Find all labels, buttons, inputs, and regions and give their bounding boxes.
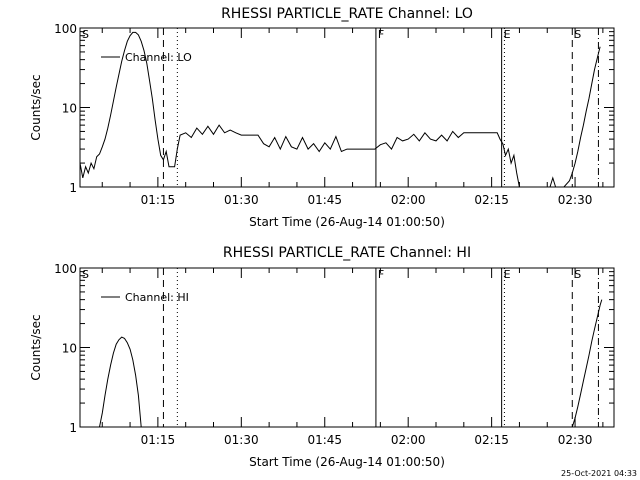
y-axis-label: Counts/sec xyxy=(29,74,43,140)
event-marker-label: S xyxy=(82,28,89,41)
event-marker-label: E xyxy=(504,28,511,41)
event-marker-label: F xyxy=(378,268,384,281)
x-tick-label: 01:30 xyxy=(224,193,259,207)
legend-label: Channel: HI xyxy=(125,291,189,304)
x-tick-label: 01:15 xyxy=(141,193,176,207)
event-marker-label: S xyxy=(574,28,581,41)
chart-title: RHESSI PARTICLE_RATE Channel: LO xyxy=(221,6,473,22)
x-tick-label: 02:15 xyxy=(474,193,509,207)
x-tick-label: 01:15 xyxy=(141,433,176,447)
chart-title: RHESSI PARTICLE_RATE Channel: HI xyxy=(223,245,471,261)
x-tick-label: 01:45 xyxy=(307,433,342,447)
x-tick-label: 02:30 xyxy=(558,433,593,447)
legend-label: Channel: LO xyxy=(125,51,192,64)
x-axis-label: Start Time (26-Aug-14 01:00:50) xyxy=(249,455,445,469)
footer-timestamp: 25-Oct-2021 04:33 xyxy=(561,469,637,478)
x-tick-label: 02:00 xyxy=(391,433,426,447)
y-tick-label: 1 xyxy=(69,421,77,435)
event-marker-label: S xyxy=(574,268,581,281)
series-line xyxy=(544,46,601,188)
y-axis-label: Counts/sec xyxy=(29,314,43,380)
y-tick-label: 1 xyxy=(69,181,77,195)
y-tick-label: 100 xyxy=(54,22,77,36)
x-tick-label: 02:15 xyxy=(474,433,509,447)
y-tick-label: 100 xyxy=(54,262,77,276)
y-tick-label: 10 xyxy=(62,342,77,356)
x-tick-label: 01:30 xyxy=(224,433,259,447)
x-tick-label: 01:45 xyxy=(307,193,342,207)
series-line xyxy=(79,31,520,188)
x-tick-label: 02:30 xyxy=(558,193,593,207)
event-marker-label: S xyxy=(82,268,89,281)
y-tick-label: 10 xyxy=(62,102,77,116)
x-tick-label: 02:00 xyxy=(391,193,426,207)
series-line xyxy=(99,336,142,428)
event-marker-label: E xyxy=(504,268,511,281)
event-marker-label: F xyxy=(378,28,384,41)
series-line xyxy=(571,299,603,428)
x-axis-label: Start Time (26-Aug-14 01:00:50) xyxy=(249,215,445,229)
